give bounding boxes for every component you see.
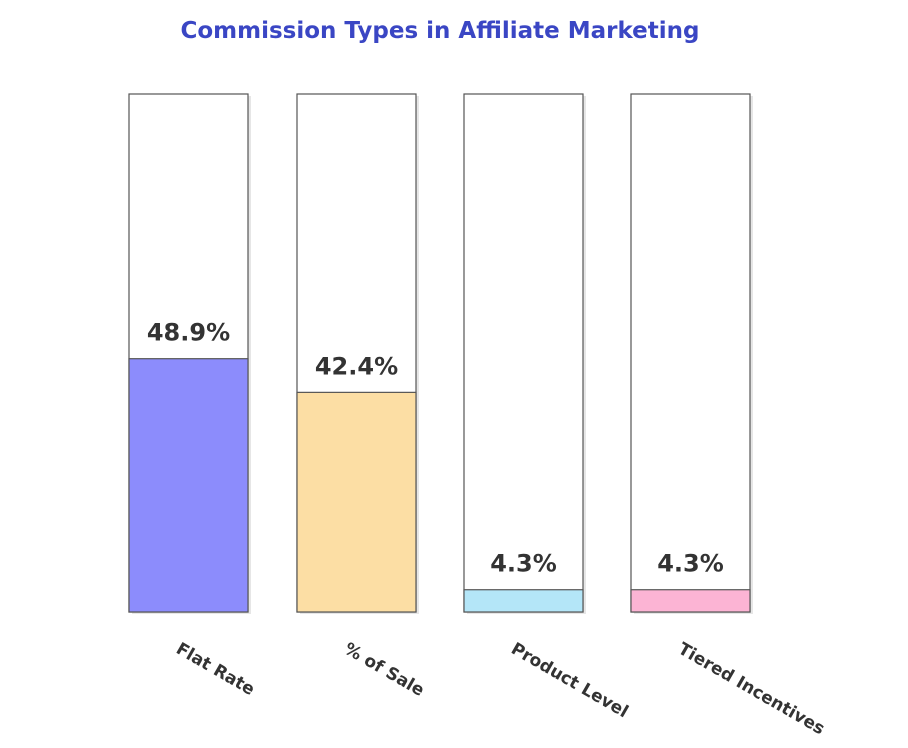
bar-group: 42.4% % of Sale: [296, 93, 428, 701]
bar-value-label: 48.9%: [147, 319, 230, 347]
bar-value-label: 4.3%: [490, 550, 557, 578]
bar-group: 4.3% Product Level: [463, 93, 632, 722]
category-label: Flat Rate: [173, 639, 259, 700]
bar-track: [630, 93, 751, 613]
bar-group: 48.9% Flat Rate: [128, 93, 259, 700]
bar: [463, 589, 584, 613]
bar-track: [463, 93, 584, 613]
bar: [296, 391, 417, 613]
bar: [630, 589, 751, 613]
bar-value-label: 4.3%: [657, 550, 724, 578]
category-label: % of Sale: [341, 639, 428, 701]
chart-title: Commission Types in Affiliate Marketing: [180, 18, 700, 44]
bar-value-label: 42.4%: [315, 352, 398, 380]
category-label: Tiered Incentives: [675, 639, 829, 739]
category-label: Product Level: [508, 639, 632, 722]
bar-group: 4.3% Tiered Incentives: [630, 93, 829, 739]
bar: [128, 358, 249, 613]
